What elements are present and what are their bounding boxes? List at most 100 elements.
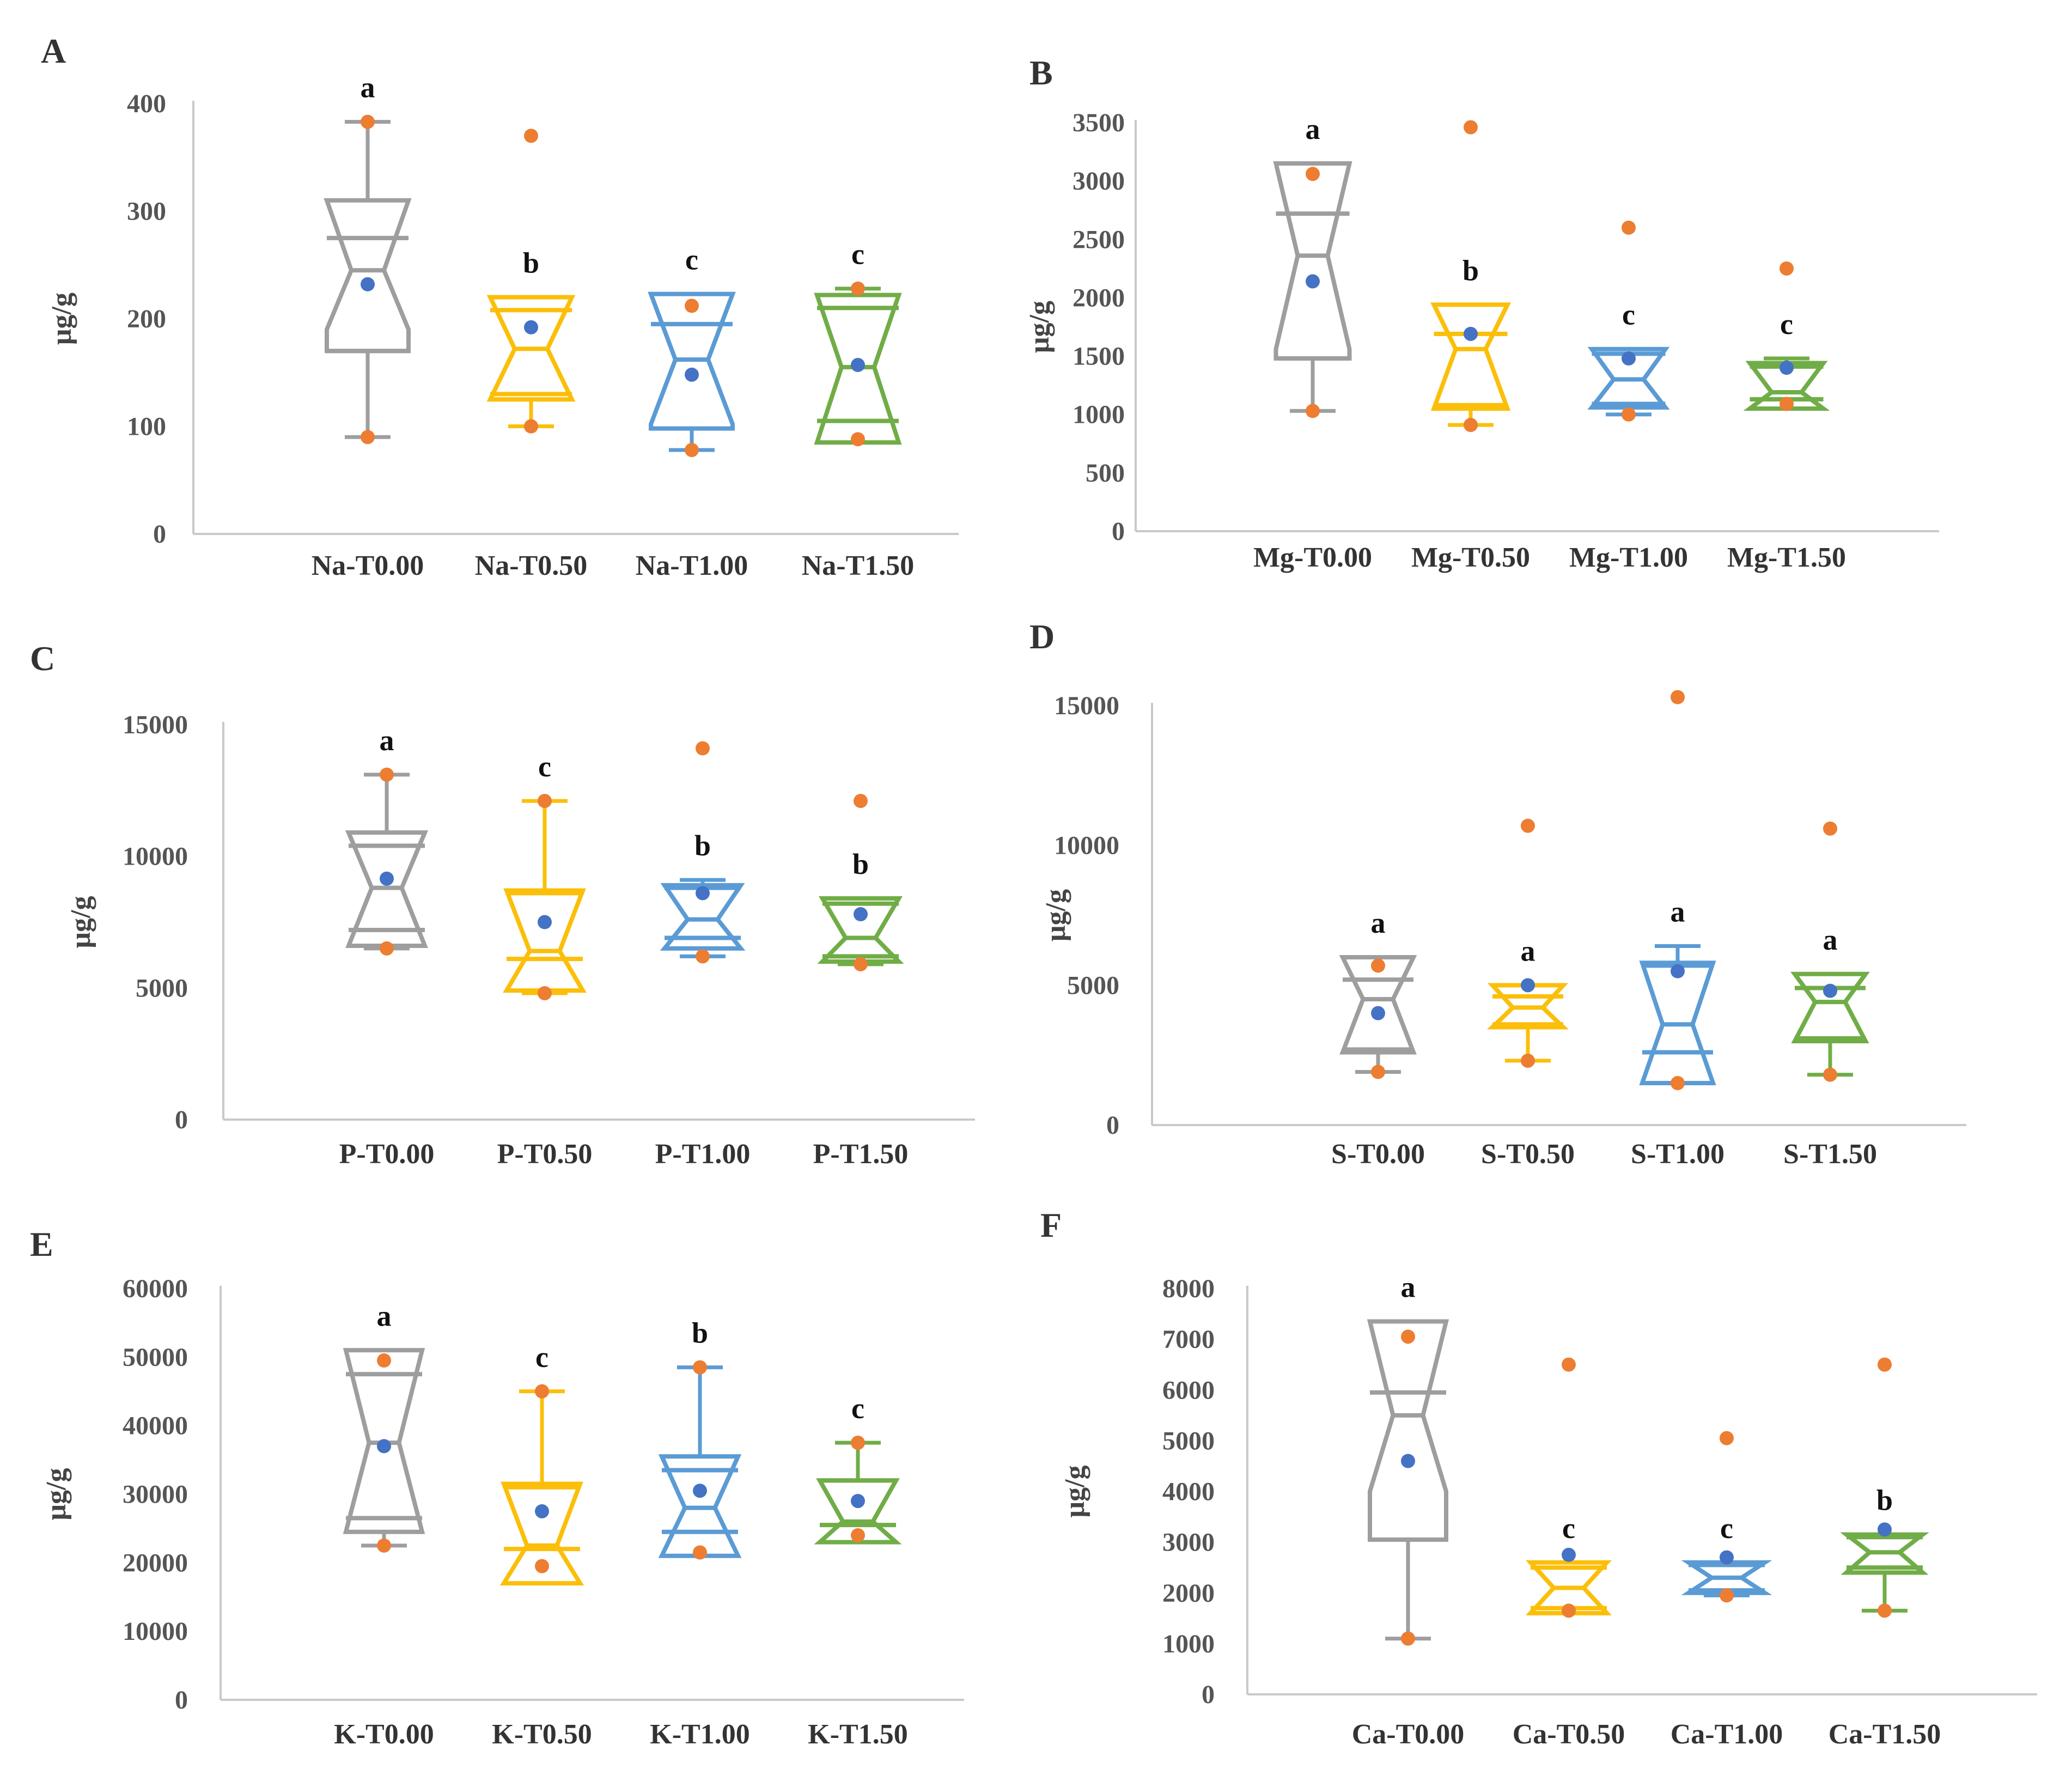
- category-label: S-T1.50: [1783, 1139, 1877, 1170]
- whisker-point: [1823, 1067, 1837, 1082]
- box-group: a: [345, 724, 429, 956]
- box-group: b: [486, 129, 576, 434]
- whisker-point: [693, 1360, 707, 1375]
- y-tick-label: 1500: [1072, 342, 1125, 371]
- y-tick-label: 10000: [1054, 831, 1119, 860]
- whisker-point: [535, 1384, 549, 1399]
- whisker-point: [851, 432, 865, 447]
- panel-e: E 0 10000 20000 30000 40000 50000 60000 μg/g a K-T…: [30, 1225, 964, 1750]
- whisker-point: [1371, 958, 1385, 973]
- mean-point: [1823, 983, 1837, 998]
- outlier-point: [1720, 1431, 1734, 1445]
- box-group: a: [1639, 690, 1716, 1090]
- category-label: Mg-T0.50: [1411, 542, 1530, 573]
- box-group: c: [1587, 220, 1670, 422]
- significance-letter: a: [1306, 113, 1320, 145]
- whisker-point: [1622, 407, 1636, 422]
- y-tick-label: 4000: [1162, 1478, 1215, 1506]
- panel-a: A 0 100 200 300 400 μg/g a Na-T0.00 b Na-T0.50 c Na-…: [41, 32, 959, 581]
- category-label: S-T0.00: [1331, 1139, 1425, 1170]
- mean-point: [1671, 964, 1685, 978]
- mean-point: [535, 1504, 549, 1518]
- y-tick-label: 0: [1202, 1680, 1215, 1709]
- box-group: a: [1487, 818, 1569, 1068]
- category-label: P-T1.50: [813, 1139, 909, 1170]
- y-axis-title: μg/g: [65, 896, 96, 949]
- category-label: Mg-T1.00: [1569, 542, 1688, 573]
- outlier-point: [524, 129, 538, 143]
- y-tick-label: 7000: [1162, 1325, 1215, 1354]
- y-tick-label: 0: [1112, 517, 1125, 546]
- mean-point: [696, 886, 710, 901]
- y-axis-title: μg/g: [46, 293, 77, 345]
- significance-letter: c: [1780, 308, 1793, 341]
- whisker-point: [538, 986, 552, 1000]
- whisker-point: [377, 1353, 391, 1368]
- whisker-point: [696, 949, 710, 964]
- y-tick-label: 100: [127, 412, 166, 441]
- significance-letter: c: [538, 750, 551, 783]
- box-body: [1367, 1319, 1449, 1542]
- outlier-point: [854, 794, 868, 809]
- whisker-point: [380, 767, 394, 782]
- whisker-point: [361, 430, 375, 445]
- significance-letter: b: [523, 247, 539, 279]
- y-tick-label: 0: [1106, 1111, 1119, 1140]
- mean-point: [1306, 274, 1320, 289]
- whisker-point: [377, 1538, 391, 1553]
- significance-letter: c: [1720, 1512, 1733, 1545]
- whisker-point: [1521, 1053, 1535, 1068]
- y-tick-label: 50000: [123, 1343, 188, 1372]
- significance-letter: a: [1401, 1271, 1416, 1304]
- whisker-point: [1306, 404, 1320, 418]
- significance-letter: a: [1823, 923, 1838, 956]
- box-group: c: [499, 1341, 584, 1586]
- whisker-point: [1720, 1588, 1734, 1603]
- category-label: Na-T0.00: [312, 550, 424, 581]
- box-group: c: [1525, 1357, 1612, 1618]
- mean-point: [377, 1439, 391, 1454]
- whisker-point: [693, 1545, 707, 1560]
- outlier-point: [1671, 690, 1685, 704]
- significance-letter: a: [1671, 895, 1685, 928]
- mean-point: [1371, 1006, 1385, 1020]
- category-label: Mg-T0.00: [1253, 542, 1372, 573]
- outlier-point: [696, 741, 710, 756]
- outlier-point: [1622, 220, 1636, 235]
- panel-letter: E: [30, 1225, 53, 1263]
- mean-point: [693, 1484, 707, 1498]
- significance-letter: c: [535, 1341, 549, 1373]
- category-label: Ca-T1.50: [1829, 1719, 1941, 1750]
- significance-letter: a: [377, 1299, 392, 1332]
- box-group: a: [1273, 113, 1352, 418]
- significance-letter: b: [852, 848, 869, 880]
- mean-point: [380, 871, 394, 886]
- significance-letter: c: [685, 244, 698, 276]
- category-label: Ca-T0.00: [1352, 1719, 1465, 1750]
- y-tick-label: 60000: [123, 1274, 188, 1303]
- y-tick-label: 5000: [1067, 971, 1119, 1000]
- y-tick-label: 2000: [1072, 283, 1125, 312]
- y-tick-label: 20000: [123, 1548, 188, 1577]
- mean-point: [1720, 1550, 1734, 1565]
- significance-letter: b: [692, 1317, 708, 1350]
- significance-letter: c: [851, 238, 864, 271]
- y-tick-label: 3500: [1072, 108, 1125, 137]
- y-tick-label: 0: [175, 1686, 188, 1715]
- mean-point: [361, 277, 375, 291]
- category-label: K-T1.50: [808, 1719, 907, 1750]
- y-tick-label: 15000: [1054, 691, 1119, 720]
- y-tick-label: 1000: [1162, 1630, 1215, 1658]
- significance-letter: c: [1562, 1512, 1575, 1545]
- y-tick-label: 6000: [1162, 1376, 1215, 1405]
- panel-b: B 0 500 1000 1500 2000 2500 3000 3500 μg/g a Mg-T0.…: [1024, 53, 1939, 573]
- category-label: K-T0.00: [334, 1719, 434, 1750]
- whisker-point: [1671, 1076, 1685, 1090]
- panel-letter: A: [41, 32, 66, 70]
- whisker-point: [1371, 1065, 1385, 1079]
- category-label: K-T0.50: [492, 1719, 592, 1750]
- mean-point: [1464, 326, 1478, 341]
- mean-point: [685, 367, 699, 382]
- mean-point: [1562, 1547, 1576, 1562]
